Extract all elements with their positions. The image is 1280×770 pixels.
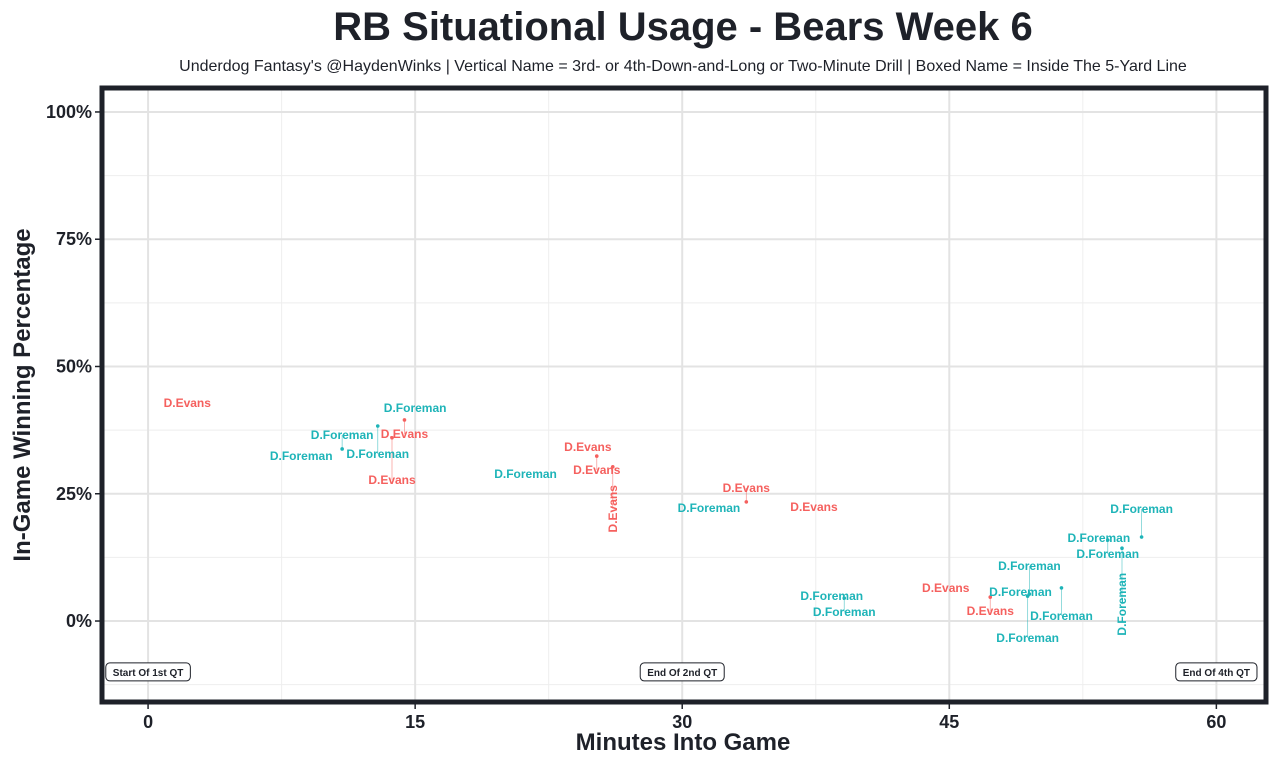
point-marker — [1120, 546, 1124, 551]
x-tick-label: 15 — [405, 712, 425, 732]
annotation-label: Start Of 1st QT — [113, 668, 184, 679]
point-label-d-foreman: D.Foreman — [1110, 502, 1173, 516]
point-label-d-evans: D.Evans — [381, 427, 429, 441]
point-label-d-evans: D.Evans — [967, 604, 1015, 618]
annotation-label: End Of 4th QT — [1183, 668, 1250, 679]
point-label-d-foreman: D.Foreman — [311, 428, 374, 442]
point-label-d-evans: D.Evans — [164, 396, 212, 410]
plot-panel-border — [99, 85, 1269, 705]
point-label-d-foreman: D.Foreman — [1115, 573, 1129, 636]
point-label-d-foreman: D.Foreman — [346, 447, 409, 461]
point-label-d-foreman: D.Foreman — [800, 589, 863, 603]
point-marker — [610, 464, 615, 469]
point-marker — [1025, 594, 1030, 598]
annotation-label: End Of 2nd QT — [647, 668, 717, 679]
grid — [100, 86, 1268, 704]
chart-subtitle: Underdog Fantasy's @HaydenWinks | Vertic… — [179, 58, 1187, 75]
point-label-d-evans: D.Evans — [573, 463, 621, 477]
y-axis-label: In-Game Winning Percentage — [9, 228, 36, 561]
point-marker — [1139, 535, 1144, 539]
point-label-d-foreman: D.Foreman — [494, 467, 557, 481]
point-label-d-foreman: D.Foreman — [813, 605, 876, 619]
y-tick-label: 25% — [56, 484, 92, 504]
label-leader-lines — [340, 418, 1144, 639]
point-marker — [402, 418, 407, 422]
chart-title: RB Situational Usage - Bears Week 6 — [333, 5, 1033, 49]
annotation-box — [105, 662, 191, 682]
point-label-d-evans: D.Evans — [564, 440, 612, 454]
annotation-box — [639, 662, 725, 682]
point-label-d-foreman: D.Foreman — [998, 559, 1061, 573]
point-label-d-foreman: D.Foreman — [1076, 547, 1139, 561]
point-label-d-evans: D.Evans — [723, 481, 771, 495]
x-tick-label: 30 — [672, 712, 692, 732]
point-label-d-foreman: D.Foreman — [678, 501, 741, 515]
point-label-d-foreman: D.Foreman — [384, 401, 447, 415]
point-label-d-evans: D.Evans — [790, 500, 838, 514]
annotation-box — [1175, 662, 1258, 682]
point-marker — [390, 435, 394, 440]
point-label-d-evans: D.Evans — [368, 473, 416, 487]
x-tick-label: 60 — [1206, 712, 1226, 732]
x-axis-label: Minutes Into Game — [576, 729, 791, 756]
point-marker — [1059, 586, 1064, 590]
y-tick-label: 50% — [56, 356, 92, 376]
y-tick-label: 75% — [56, 229, 92, 249]
point-label-d-foreman: D.Foreman — [1068, 531, 1131, 545]
y-tick-label: 0% — [66, 611, 92, 631]
point-marker — [1105, 538, 1110, 542]
point-label-d-foreman: D.Foreman — [989, 585, 1052, 599]
x-tick-label: 0 — [143, 712, 153, 732]
point-labels: D.Evans D.Foreman D.Evans D.Foreman D.Evans D… — [164, 396, 1173, 645]
y-tick-label: 100% — [46, 102, 92, 122]
point-label-d-evans: D.Evans — [922, 581, 970, 595]
point-marker — [375, 424, 380, 428]
point-marker — [594, 454, 599, 458]
annotations: Start Of 1st QT End Of 2nd QT End Of 4th Q… — [105, 662, 1258, 682]
point-label-d-foreman: D.Foreman — [1030, 609, 1093, 623]
point-marker — [744, 500, 749, 504]
point-marker — [340, 447, 344, 451]
x-tick-label: 45 — [939, 712, 959, 732]
point-marker — [842, 596, 847, 600]
point-marker — [988, 595, 993, 599]
point-label-d-foreman: D.Foreman — [270, 449, 333, 463]
point-label-d-evans: D.Evans — [606, 485, 620, 533]
point-label-d-foreman: D.Foreman — [996, 631, 1059, 645]
axes: 0 15 30 45 60 0% 25% 50% 75% 100% — [46, 102, 1226, 732]
